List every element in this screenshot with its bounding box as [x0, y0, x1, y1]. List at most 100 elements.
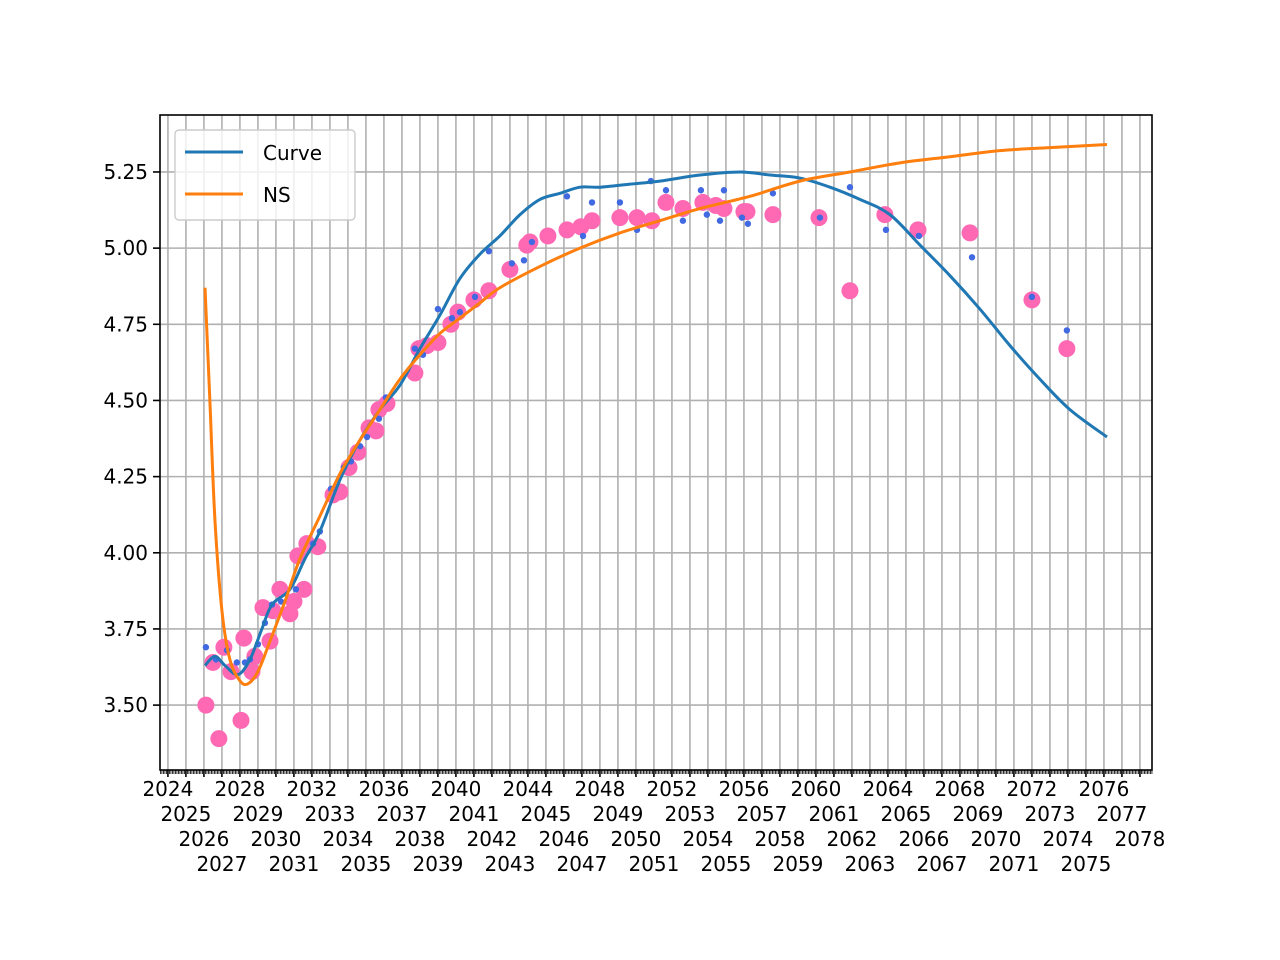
observed-small-point [968, 254, 976, 261]
x-tick-label: 2037 [376, 802, 427, 826]
observed-large-point [909, 221, 927, 239]
observed-small-point [563, 193, 571, 200]
x-tick-label: 2057 [736, 802, 787, 826]
observed-large-point [480, 282, 498, 300]
x-tick-label: 2035 [340, 852, 391, 876]
y-tick-label: 4.25 [103, 465, 148, 489]
lines-layer [203, 143, 1108, 687]
x-tick-label: 2031 [268, 852, 319, 876]
observed-small-point [456, 308, 464, 316]
x-tick-label: 2062 [826, 827, 877, 851]
observed-small-point [434, 305, 442, 313]
x-tick-label: 2034 [322, 827, 373, 851]
x-tick-label: 2024 [142, 777, 193, 801]
x-tick-label: 2046 [538, 827, 589, 851]
x-tick-label: 2058 [754, 827, 805, 851]
observed-small-point [616, 199, 624, 206]
x-tick-label: 2072 [1006, 777, 1057, 801]
x-tick-label: 2073 [1024, 802, 1075, 826]
x-tick-label: 2033 [304, 802, 355, 826]
observed-small-point [738, 214, 746, 221]
x-tick-label: 2060 [790, 777, 841, 801]
x-tick-label: 2032 [286, 777, 337, 801]
series-line-curve [203, 170, 1108, 677]
y-tick-label: 3.75 [103, 617, 148, 641]
observed-small-point [1063, 327, 1071, 334]
observed-small-point [448, 315, 456, 322]
observed-small-point [471, 293, 479, 301]
x-tick-label: 2042 [466, 827, 517, 851]
x-tick-label: 2030 [250, 827, 301, 851]
observed-small-point [579, 232, 587, 240]
x-tick-label: 2053 [664, 802, 715, 826]
legend: Curve NS [174, 129, 356, 221]
y-tick-label: 4.75 [103, 312, 148, 336]
observed-small-point [716, 217, 724, 224]
observed-large-point [235, 629, 253, 647]
observed-large-point [841, 282, 859, 300]
observed-large-point [961, 224, 979, 242]
observed-large-point [1058, 340, 1076, 358]
x-tick-label: 2054 [682, 827, 733, 851]
observed-large-point [197, 696, 215, 714]
observed-large-point [539, 227, 557, 245]
legend-label-curve: Curve [263, 141, 322, 165]
x-tick-label: 2061 [808, 802, 859, 826]
x-tick-label: 2045 [520, 802, 571, 826]
observed-large-point [764, 206, 782, 224]
x-tick-label: 2039 [412, 852, 463, 876]
x-tick-label: 2028 [214, 777, 265, 801]
observed-large-point [285, 593, 303, 611]
observed-large-point [367, 422, 385, 440]
observed-small-point [769, 190, 777, 197]
observed-small-point [375, 415, 383, 422]
y-axis: 3.50 3.75 4.00 4.25 4.50 4.75 5.00 5.25 [103, 160, 160, 717]
x-tick-label: 2063 [844, 852, 895, 876]
observed-small-point [915, 232, 923, 240]
observed-small-point [703, 211, 711, 218]
y-tick-label: 4.50 [103, 388, 148, 412]
x-tick-label: 2076 [1078, 777, 1129, 801]
grid [160, 115, 1152, 770]
x-tick-label: 2050 [610, 827, 661, 851]
observed-large-point [558, 221, 576, 239]
observed-small-point [720, 187, 728, 194]
observed-large-point [583, 212, 601, 230]
observed-small-point [744, 220, 752, 227]
x-tick-label: 2040 [430, 777, 481, 801]
observed-small-point [588, 199, 596, 206]
observed-small-point [1028, 293, 1036, 301]
x-tick-label: 2047 [556, 852, 607, 876]
x-tick-label: 2065 [880, 802, 931, 826]
observed-large-point [611, 209, 629, 227]
observed-large-point [210, 730, 228, 748]
observed-small-point [520, 257, 528, 264]
x-tick-label: 2070 [970, 827, 1021, 851]
observed-small-point [485, 247, 493, 255]
x-tick-label: 2029 [232, 802, 283, 826]
observed-large-point [264, 602, 282, 620]
observed-small-point [202, 644, 210, 651]
x-tick-label: 2064 [862, 777, 913, 801]
x-tick-label: 2036 [358, 777, 409, 801]
x-tick-label: 2075 [1060, 852, 1111, 876]
observed-large-point [628, 209, 646, 227]
x-tick-label: 2071 [988, 852, 1039, 876]
observed-large-point [232, 711, 250, 729]
observed-small-point [411, 345, 419, 352]
x-tick-label: 2068 [934, 777, 985, 801]
x-tick-label: 2026 [178, 827, 229, 851]
x-tick-label: 2027 [196, 852, 247, 876]
observed-small-point [679, 217, 687, 224]
x-tick-label: 2077 [1096, 802, 1147, 826]
observed-small-point [846, 184, 854, 191]
x-tick-label: 2049 [592, 802, 643, 826]
observed-small-point [816, 214, 824, 221]
observed-small-point [528, 238, 536, 246]
plot-frame [159, 114, 1153, 771]
x-tick-label: 2067 [916, 852, 967, 876]
y-tick-label: 5.00 [103, 236, 148, 260]
y-tick-label: 5.25 [103, 160, 148, 184]
x-tick-label: 2059 [772, 852, 823, 876]
